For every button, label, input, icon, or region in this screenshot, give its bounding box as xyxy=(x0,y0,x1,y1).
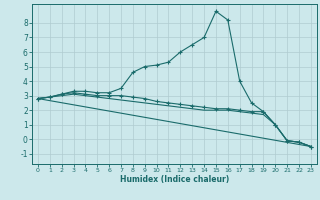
X-axis label: Humidex (Indice chaleur): Humidex (Indice chaleur) xyxy=(120,175,229,184)
